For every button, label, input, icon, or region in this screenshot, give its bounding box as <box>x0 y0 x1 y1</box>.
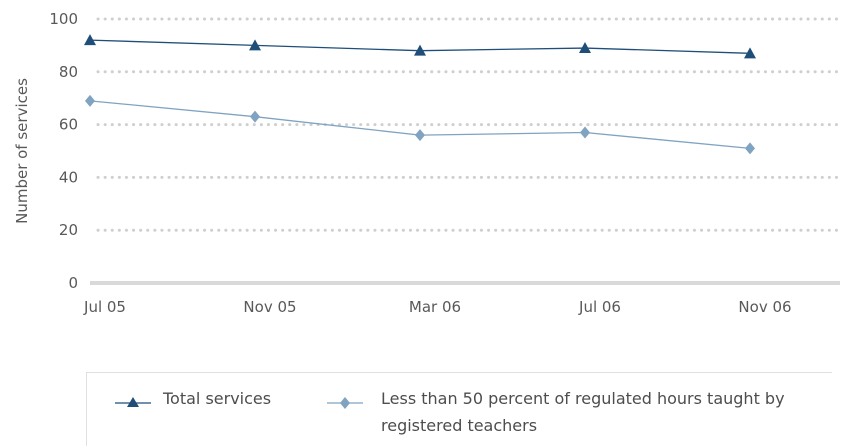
legend-label-line-2: registered teachers <box>381 416 538 435</box>
line-chart: 0 20 40 60 80 100 Jul 05 Nov 05 Mar 06 Jul 06 Nov … <box>13 10 841 316</box>
triangle-marker-icon <box>115 397 151 407</box>
data-point-diamond <box>85 94 95 107</box>
y-tick-label: 60 <box>59 116 78 134</box>
data-point-triangle <box>744 47 756 59</box>
legend-label-total-services: Total services <box>163 389 272 408</box>
x-tick-label: Nov 06 <box>738 298 791 316</box>
x-tick-label: Jul 06 <box>578 298 621 316</box>
y-tick-label: 0 <box>68 274 78 292</box>
data-point-diamond <box>580 126 590 139</box>
diamond-marker-icon <box>327 397 363 409</box>
data-point-diamond <box>745 142 755 155</box>
y-axis-label: Number of services <box>13 78 31 224</box>
legend-label-line-1: Less than 50 percent of regulated hours … <box>381 389 785 408</box>
data-point-triangle <box>249 39 261 51</box>
data-point-diamond <box>415 129 425 142</box>
x-tick-label: Jul 05 <box>83 298 126 316</box>
data-point-triangle <box>84 34 96 46</box>
y-tick-label: 40 <box>59 168 78 186</box>
y-tick-label: 20 <box>59 221 78 239</box>
legend: Total services Less than 50 percent of r… <box>86 372 832 446</box>
y-tick-label: 100 <box>49 10 78 28</box>
legend-label-registered-teachers: Less than 50 percent of regulated hours … <box>381 385 831 439</box>
x-tick-label: Nov 05 <box>243 298 296 316</box>
data-point-diamond <box>250 110 260 123</box>
x-tick-label: Mar 06 <box>409 298 461 316</box>
y-tick-label: 80 <box>59 63 78 81</box>
data-point-triangle <box>414 44 426 56</box>
data-point-triangle <box>579 42 591 54</box>
